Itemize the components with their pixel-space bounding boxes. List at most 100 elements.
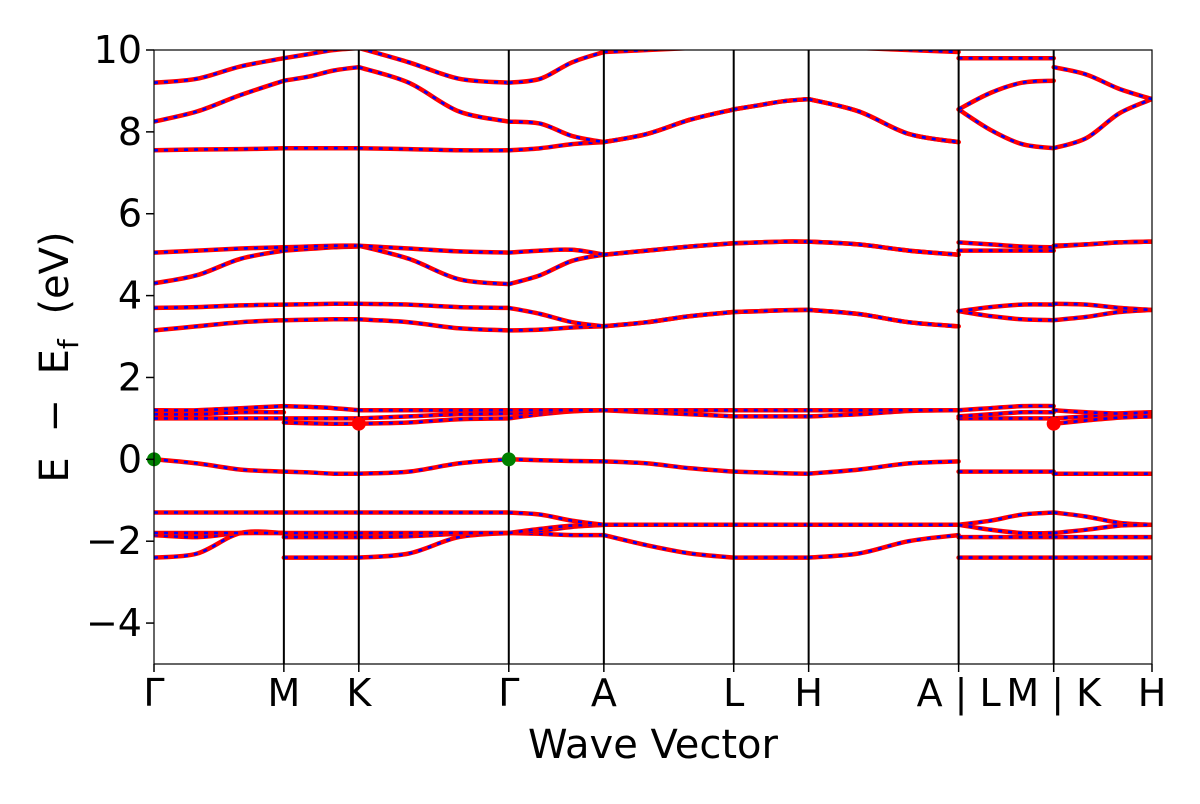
y-label-e: E (32, 457, 78, 482)
bands-layer (154, 50, 1152, 560)
cbm-marker-3 (1046, 416, 1061, 431)
vbm-marker-1 (501, 452, 516, 467)
x-tick-label-7: A | L (917, 671, 1001, 716)
band-up-s2-b4 (356, 457, 512, 476)
band-down-s6-b4 (808, 460, 959, 475)
x-tick-label-3: Γ (498, 671, 519, 715)
band-down-s1-b7 (283, 404, 359, 412)
band-down-s5-b4 (733, 470, 809, 475)
band-down-s4-b0 (603, 533, 734, 559)
band-up-s4-b13 (601, 107, 736, 145)
band-down-s4-b9 (603, 310, 734, 328)
band-up-s7-b13 (956, 78, 1056, 112)
band-down-s2-b8 (358, 318, 509, 332)
y-tick-label-2: 0 (118, 437, 142, 481)
x-tick-label-9: H (1138, 671, 1167, 715)
band-up-s8-b8 (1051, 307, 1152, 323)
x-tick-label-4: A (591, 671, 617, 715)
band-down-s7-b6 (958, 410, 1054, 418)
y-tick-label-5: 6 (118, 192, 142, 236)
band-up-s8-b12 (1051, 96, 1152, 151)
band-down-s0-b9 (154, 303, 284, 310)
band-up-s7-b12 (956, 107, 1056, 151)
band-down-s0-b6 (154, 410, 284, 416)
band-down-s2-b11 (358, 244, 509, 254)
y-label-unit: (eV) (32, 231, 78, 314)
band-down-s2-b12 (358, 146, 509, 152)
band-up-s8-b7 (1051, 407, 1152, 416)
band-down-s7-b9 (958, 303, 1054, 313)
x-tick-label-5: L (723, 671, 744, 715)
band-up-s8-b9 (1051, 301, 1152, 313)
band-down-s0-b7 (154, 404, 284, 412)
band-down-s6-b9 (808, 308, 959, 328)
band-down-s2-b14 (361, 50, 509, 84)
y-label-e2: E (32, 349, 78, 374)
band-down-s7-b7 (958, 404, 1054, 412)
y-tick-label-0: −4 (86, 601, 142, 645)
band-up-s8-b13 (1051, 64, 1152, 102)
x-axis-label: Wave Vector (528, 722, 779, 768)
band-down-s5-b13 (733, 97, 809, 111)
band-down-s4-b4 (603, 460, 734, 473)
band-down-s7-b11 (958, 241, 1054, 249)
band-up-s3-b14 (506, 50, 607, 85)
band-down-s1-b11 (283, 244, 359, 249)
band-down-s5-b11 (733, 240, 809, 245)
band-down-s0-b4 (154, 458, 284, 473)
band-down-s3-b12 (508, 140, 604, 152)
band-down-s2-b4 (358, 458, 509, 475)
band-up-s2-b13 (356, 64, 512, 124)
band-down-s3-b13 (508, 120, 605, 144)
band-down-s1-b5 (283, 421, 359, 426)
y-axis-label: E − Ef (eV) (32, 231, 88, 482)
band-down-s4-b5 (603, 408, 734, 418)
band-down-s1-b4 (283, 470, 359, 476)
band-down-s4-b11 (603, 241, 734, 256)
band-down-s2-b6 (358, 412, 509, 420)
plot-frame (153, 49, 1153, 665)
band-up-s6-b0 (806, 532, 961, 560)
band-up-s8-b11 (1051, 239, 1152, 248)
band-down-s8-b13 (1053, 65, 1152, 101)
band-down-s5-b9 (733, 308, 809, 314)
band-down-s3-b9 (508, 306, 604, 328)
x-tick-label-6: H (794, 671, 823, 715)
y-tick-label-7: 10 (94, 28, 142, 72)
y-tick-label-1: −2 (86, 519, 142, 563)
band-down-s2-b1 (358, 531, 509, 539)
band-up-s6-b13 (806, 96, 961, 145)
band-up-s6-b14 (852, 50, 961, 55)
band-down-s0-b12 (154, 146, 284, 152)
y-label-minus: − (32, 399, 78, 433)
kpoint-lines (282, 50, 1055, 664)
band-down-s1-b10 (283, 245, 359, 252)
band-down-s0-b14 (154, 56, 285, 84)
band-down-s0-b11 (154, 246, 284, 254)
band-down-s1-b13 (283, 65, 359, 82)
band-down-s2-b13 (358, 65, 510, 123)
band-down-s1-b9 (283, 302, 359, 306)
y-label-subscript: f (52, 338, 85, 349)
x-tick-label-0: Γ (143, 671, 164, 715)
band-down-s1-b8 (283, 317, 359, 322)
band-up-s0-b10 (154, 248, 287, 286)
band-up-s3-b10 (506, 252, 607, 287)
band-down-s2-b9 (358, 302, 509, 310)
band-up-s8-b3 (1051, 522, 1152, 536)
band-down-s3-b14 (508, 50, 605, 84)
y-axis-label-text: E − Ef (eV) (32, 231, 88, 482)
band-down-s7-b13 (957, 79, 1054, 111)
band-up-s4-b0 (601, 532, 736, 560)
y-tick-label-3: 2 (118, 355, 142, 399)
band-down-s7-b12 (957, 108, 1054, 150)
band-down-s2-b10 (358, 244, 509, 286)
band-down-s3-b10 (508, 253, 605, 286)
band-down-s3-b3 (508, 511, 604, 527)
x-tick-label-1: M (267, 671, 300, 715)
y-axis-ticks: −4 −2 0 2 4 6 8 10 (86, 28, 154, 645)
band-down-s6-b13 (808, 97, 959, 144)
